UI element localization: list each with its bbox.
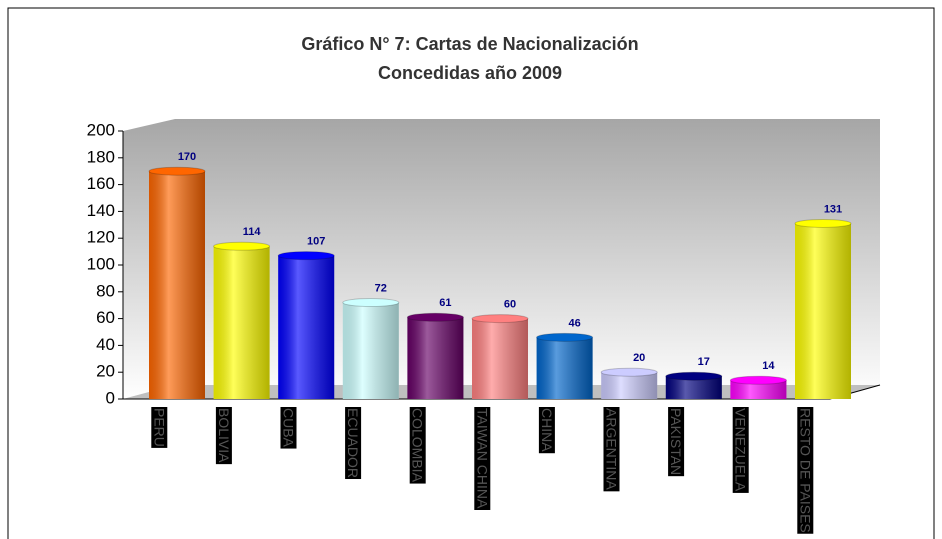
data-label: 170	[178, 151, 196, 163]
x-tick-label-bg	[215, 407, 232, 465]
x-tick-label-group: VENEZUELA	[732, 407, 749, 493]
x-tick-label-bg	[603, 407, 620, 492]
bar-shade	[213, 246, 270, 399]
x-tick-label: TAIWAN CHINA	[474, 408, 490, 509]
x-tick-label-bg	[151, 407, 168, 448]
x-tick-label-bg	[345, 407, 362, 480]
y-tick-label: 60	[96, 308, 115, 327]
bar-top	[600, 367, 658, 377]
chart-subtitle: Concedidas año 2009	[378, 63, 562, 83]
bar-top	[277, 251, 335, 261]
x-tick-label: RESTO DE PAISES	[797, 408, 813, 533]
x-tick-label-group: COLOMBIA	[409, 407, 426, 484]
bar-group	[213, 241, 271, 399]
bar-group	[277, 251, 335, 399]
bar-shade	[149, 171, 205, 399]
data-label: 60	[504, 299, 516, 311]
bar-top	[148, 166, 206, 176]
x-tick-label-group: CUBA	[280, 407, 297, 449]
bar-top	[794, 218, 852, 228]
bar-shade	[536, 337, 593, 399]
y-tick-label: 160	[87, 174, 115, 193]
bar-group	[665, 371, 723, 399]
bar-shade	[278, 255, 335, 399]
x-tick-label: COLOMBIA	[410, 408, 426, 483]
data-label: 14	[762, 360, 775, 372]
bar-shade	[601, 372, 658, 399]
bar-group	[148, 166, 206, 399]
bar-shade	[730, 380, 787, 399]
x-tick-label-bg	[797, 407, 814, 534]
x-tick-label: ARGENTINA	[603, 408, 619, 490]
bar-shade	[472, 318, 528, 399]
x-tick-label-bg	[732, 407, 749, 493]
bar-top	[213, 241, 271, 251]
y-tick-label: 200	[87, 120, 115, 139]
x-tick-label: PAKISTAN	[668, 408, 684, 475]
chart-title: Gráfico N° 7: Cartas de Nacionalización	[301, 34, 638, 54]
x-tick-label-group: TAIWAN CHINA	[474, 407, 491, 510]
x-tick-label-group: BOLIVIA	[215, 407, 232, 465]
x-tick-label: BOLIVIA	[216, 408, 232, 463]
x-tick-label-bg	[538, 407, 555, 454]
x-tick-label-group: CHINA	[538, 407, 555, 454]
x-tick-label-group: PERU	[151, 407, 168, 448]
bar-shade	[665, 376, 722, 399]
x-tick-label-bg	[474, 407, 491, 510]
y-tick-label: 140	[87, 201, 115, 220]
data-label: 46	[568, 317, 580, 329]
data-label: 72	[375, 282, 387, 294]
x-tick-label: VENEZUELA	[733, 408, 749, 492]
bar-group	[794, 218, 852, 399]
data-label: 61	[439, 297, 451, 309]
bar-top	[536, 332, 594, 342]
data-label: 131	[824, 203, 842, 215]
bar-top	[342, 298, 400, 308]
y-tick-label: 80	[96, 281, 115, 300]
bar-top	[729, 375, 787, 385]
y-tick-label: 180	[87, 147, 115, 166]
bar-top	[406, 312, 464, 322]
x-tick-label: ECUADOR	[345, 408, 361, 478]
bar-group	[729, 375, 787, 399]
bar-shade	[342, 302, 399, 399]
data-label: 114	[243, 226, 262, 238]
y-tick-label: 0	[106, 388, 115, 407]
x-tick-label: CUBA	[280, 408, 296, 448]
bar-group	[536, 332, 594, 399]
x-tick-label: CHINA	[539, 408, 555, 452]
x-tick-label: PERU	[151, 408, 167, 447]
bar-top	[665, 371, 723, 381]
x-tick-label-group: RESTO DE PAISES	[797, 407, 814, 534]
data-label: 107	[307, 236, 325, 248]
x-tick-label-bg	[280, 407, 297, 449]
bar-group	[406, 312, 464, 399]
bar-group	[342, 298, 400, 399]
bar-top	[471, 314, 529, 324]
x-tick-label-bg	[409, 407, 426, 484]
bar-shade	[407, 317, 464, 399]
x-tick-label-group: ARGENTINA	[603, 407, 620, 492]
x-tick-label-bg	[668, 407, 685, 477]
data-label: 17	[698, 356, 710, 368]
y-tick-label: 100	[87, 254, 115, 273]
bar-group	[600, 367, 658, 399]
x-tick-label-group: ECUADOR	[345, 407, 362, 480]
bar-shade	[795, 223, 851, 399]
data-label: 20	[633, 352, 645, 364]
x-tick-label-group: PAKISTAN	[668, 407, 685, 477]
y-tick-label: 120	[87, 228, 115, 247]
y-tick-label: 20	[96, 362, 115, 381]
y-tick-label: 40	[96, 335, 115, 354]
bar-group	[471, 314, 529, 399]
